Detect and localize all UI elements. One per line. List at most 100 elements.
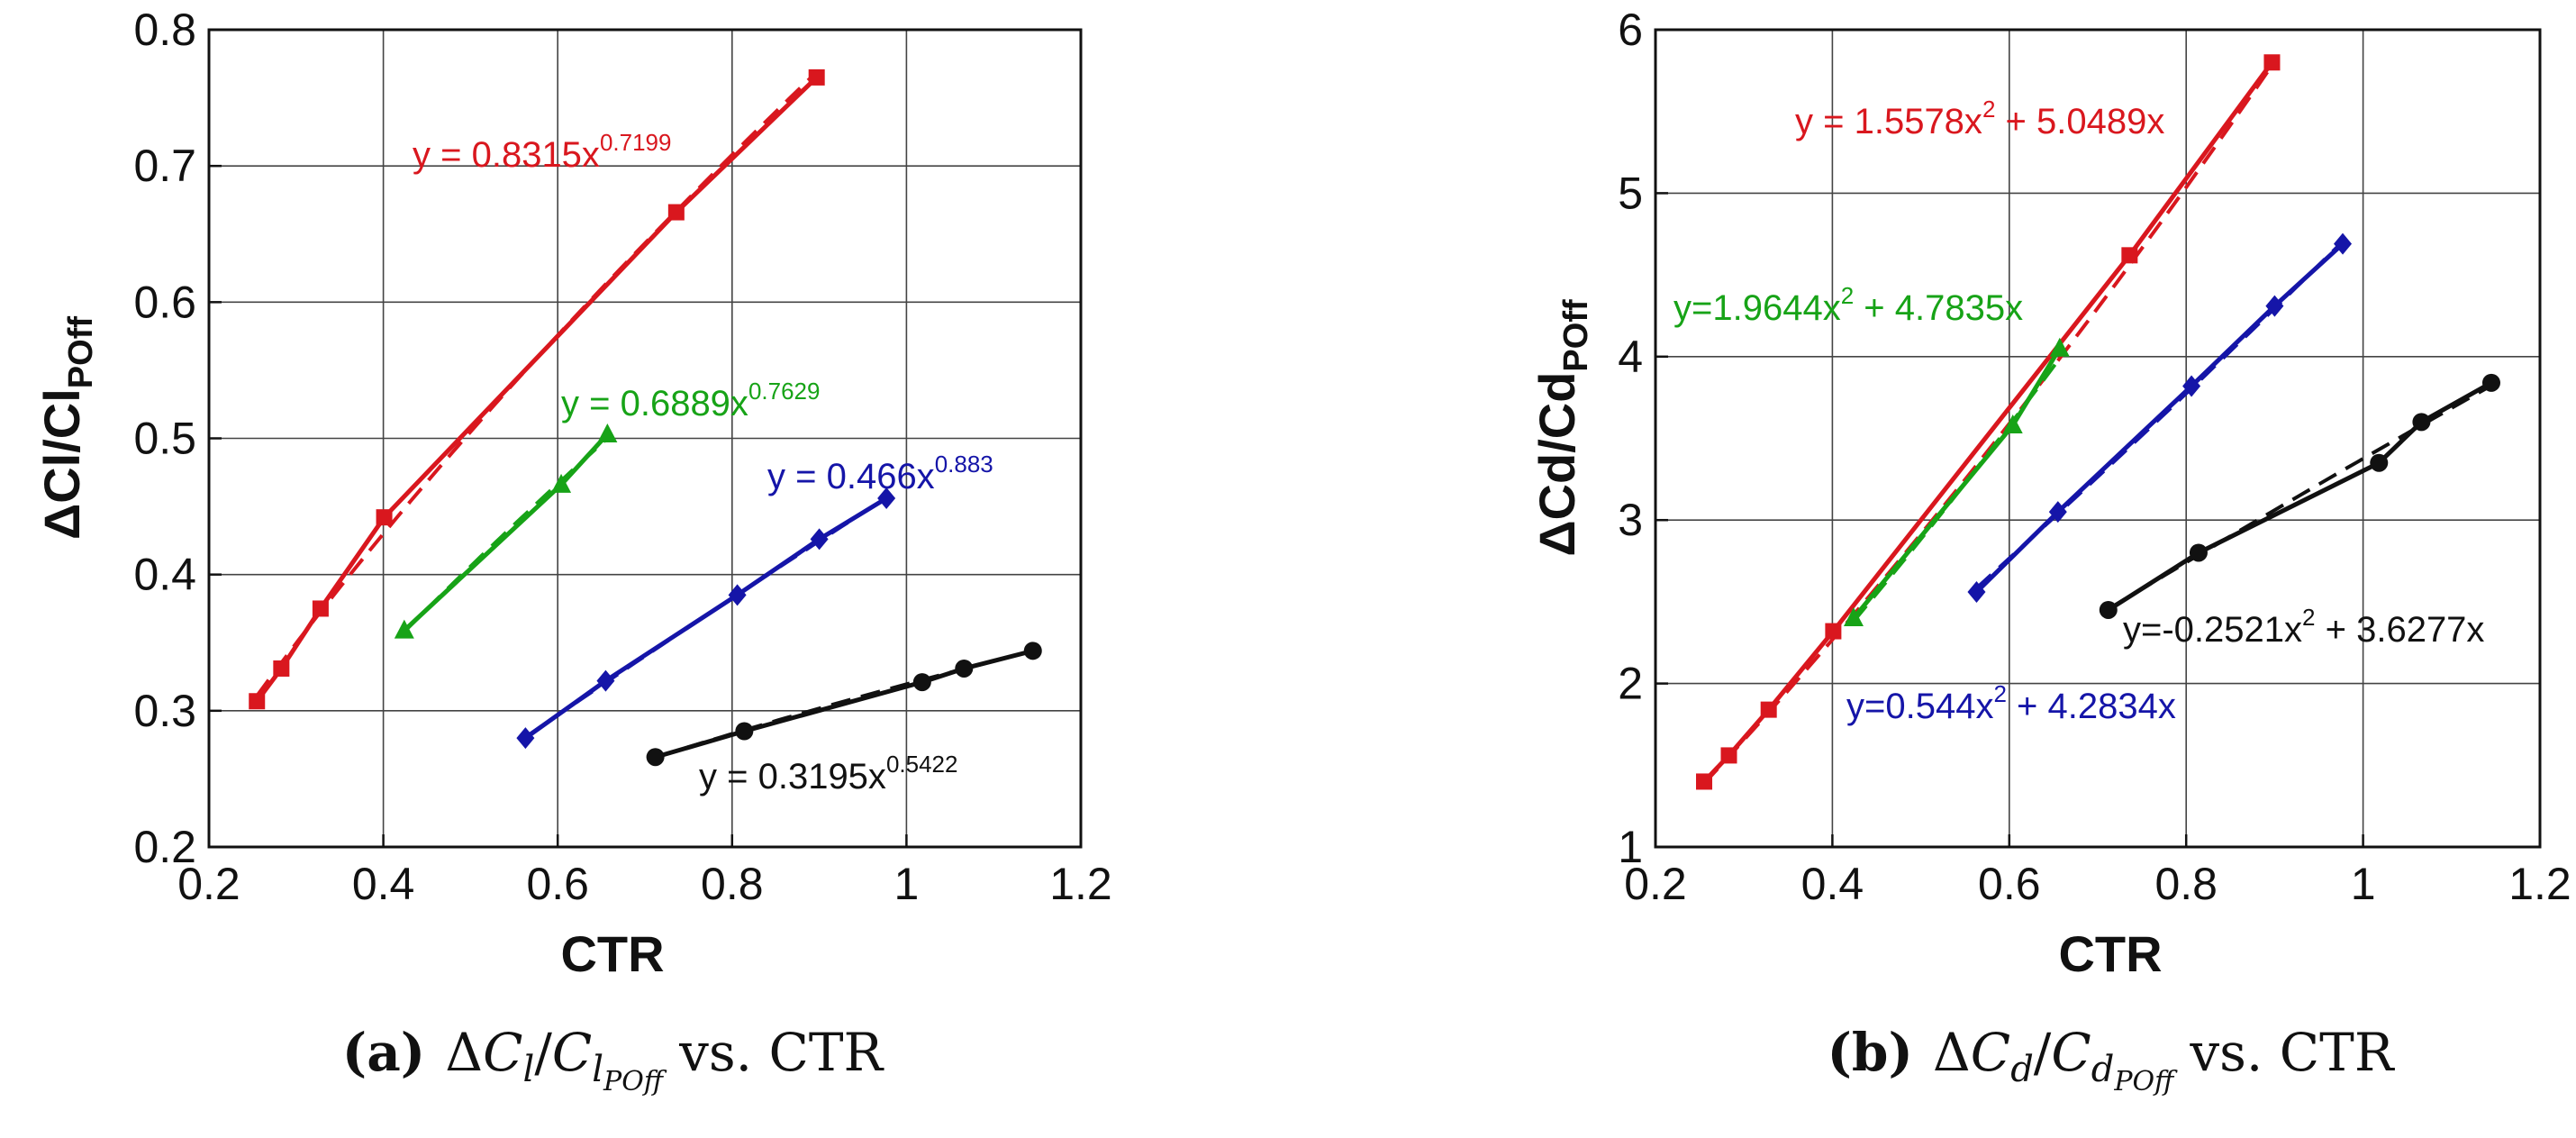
- data-point-black: [2481, 373, 2500, 392]
- data-point-green: [2002, 414, 2023, 433]
- y-tick-label: 6: [1618, 5, 1643, 55]
- x-tick-label: 0.4: [352, 859, 415, 909]
- data-point-red: [1720, 747, 1737, 764]
- y-tick-label: 0.2: [133, 822, 196, 872]
- data-point-blue: [1967, 581, 1986, 604]
- fit-curve-green: [1852, 357, 2062, 623]
- series-line-black: [654, 648, 1034, 760]
- data-point-black: [912, 673, 931, 692]
- x-tick-label: 0.8: [701, 859, 764, 909]
- data-point-black: [2189, 543, 2208, 562]
- data-point-green: [394, 619, 414, 639]
- markers-a: [249, 68, 1042, 767]
- x-tick-label: 0.8: [2154, 859, 2218, 909]
- series-line-green: [1852, 347, 2062, 620]
- data-point-blue: [2048, 501, 2067, 523]
- fit-curve-red: [1702, 64, 2274, 785]
- data-point-red: [249, 693, 266, 710]
- data-point-black: [2099, 600, 2118, 619]
- y-ticks-a: 0.2 0.3 0.4 0.5 0.6 0.7 0.8: [133, 5, 222, 872]
- data-point-green: [2049, 337, 2070, 357]
- y-tick-label: 2: [1618, 659, 1643, 709]
- series-lines-b: [1702, 60, 2493, 785]
- y-axis-label-a: ΔCl/ClPOff: [33, 316, 100, 540]
- data-point-black: [2370, 453, 2389, 472]
- x-tick-label: 0.6: [1978, 859, 2041, 909]
- data-point-black: [2412, 413, 2431, 432]
- y-tick-label: 0.8: [133, 5, 196, 55]
- grid-a: [209, 30, 1081, 847]
- y-ticks-b: 1 2 3 4 5 6: [1618, 5, 1668, 872]
- fit-curve-red: [255, 70, 819, 697]
- fit-label-green-a: y = 0.6889x0.7629: [561, 378, 820, 423]
- x-tick-label: 1.2: [2508, 859, 2571, 909]
- y-axis-label-b: ΔCd/CdPOff: [1528, 299, 1595, 557]
- chart-cl-vs-ctr: 0.2 0.4 0.6 0.8 1 1.2 0.2 0.3 0.4 0.5 0.6 0.7 0.8 C…: [33, 5, 1112, 1097]
- fit-label-green-b: y=1.9644x2 + 4.7835x: [1673, 282, 2023, 328]
- x-tick-label: 0.4: [1801, 859, 1864, 909]
- data-point-blue: [516, 727, 535, 750]
- data-point-blue: [596, 669, 615, 692]
- y-tick-label: 1: [1618, 822, 1643, 872]
- data-point-blue: [810, 528, 829, 551]
- data-point-red: [312, 600, 329, 617]
- x-tick-label: 1: [893, 859, 919, 909]
- fit-label-red-b: y = 1.5578x2 + 5.0489x: [1795, 96, 2164, 141]
- fit-label-black-b: y=-0.2521x2 + 3.6277x: [2123, 604, 2484, 650]
- fit-label-blue-b: y=0.544x2 + 4.2834x: [1846, 680, 2176, 726]
- grid-b: [1655, 30, 2540, 847]
- markers-b: [1696, 54, 2500, 790]
- fit-curve-green: [403, 437, 609, 633]
- x-tick-label: 0.2: [1624, 859, 1687, 909]
- data-point-red: [1696, 773, 1713, 790]
- fit-label-black-a: y = 0.3195x0.5422: [699, 751, 957, 797]
- y-tick-label: 0.7: [133, 141, 196, 191]
- data-point-red: [808, 68, 825, 86]
- caption-b: (b) ΔCd/CdPOff vs. CTR: [1827, 1022, 2395, 1097]
- data-point-red: [376, 509, 393, 526]
- y-tick-label: 0.6: [133, 277, 196, 327]
- x-tick-label: 0.2: [177, 859, 240, 909]
- data-point-black: [735, 722, 754, 741]
- data-point-black: [1023, 642, 1042, 660]
- fit-curve-blue: [524, 496, 888, 739]
- fit-curve-black: [655, 649, 1034, 760]
- data-point-blue: [877, 487, 896, 510]
- data-point-blue: [2265, 295, 2284, 317]
- data-point-blue: [728, 584, 747, 606]
- fit-curve-blue: [1975, 240, 2345, 590]
- x-tick-label: 1.2: [1049, 859, 1112, 909]
- data-point-red: [1825, 623, 1842, 640]
- fit-label-blue-a: y = 0.466x0.883: [767, 451, 993, 496]
- data-point-green: [551, 473, 572, 493]
- data-point-green: [597, 423, 618, 442]
- fit-label-red-a: y = 0.8315x0.7199: [413, 129, 671, 175]
- y-tick-label: 3: [1618, 495, 1643, 545]
- fit-curve-black: [2107, 384, 2492, 611]
- y-tick-label: 4: [1618, 332, 1643, 382]
- x-tick-label: 1: [2351, 859, 2376, 909]
- data-point-red: [1760, 701, 1777, 718]
- data-point-black: [955, 659, 974, 678]
- chart-cd-vs-ctr: 0.2 0.4 0.6 0.8 1 1.2 1 2 3 4 5 6 CTR ΔCd/CdPOff y…: [1528, 5, 2571, 1097]
- x-tick-label: 0.6: [526, 859, 589, 909]
- y-tick-label: 0.5: [133, 414, 196, 464]
- data-point-blue: [2334, 232, 2353, 255]
- data-point-red: [2263, 54, 2281, 71]
- plot-frame-b: [1654, 28, 2542, 849]
- y-tick-label: 0.3: [133, 686, 196, 736]
- x-axis-label-b: CTR: [2058, 925, 2162, 982]
- x-axis-label-a: CTR: [560, 925, 664, 982]
- x-ticks-a: 0.2 0.4 0.6 0.8 1 1.2: [177, 834, 1112, 909]
- y-tick-label: 5: [1618, 168, 1643, 218]
- data-point-black: [646, 748, 665, 767]
- y-tick-label: 0.4: [133, 550, 196, 600]
- data-point-red: [2121, 247, 2138, 264]
- x-ticks-b: 0.2 0.4 0.6 0.8 1 1.2: [1624, 834, 2571, 909]
- data-point-red: [273, 660, 290, 677]
- data-point-blue: [2182, 375, 2201, 397]
- data-point-green: [1843, 607, 1864, 627]
- data-point-red: [667, 204, 685, 221]
- caption-a: (a) ΔCl/ClPOff vs. CTR: [342, 1022, 885, 1097]
